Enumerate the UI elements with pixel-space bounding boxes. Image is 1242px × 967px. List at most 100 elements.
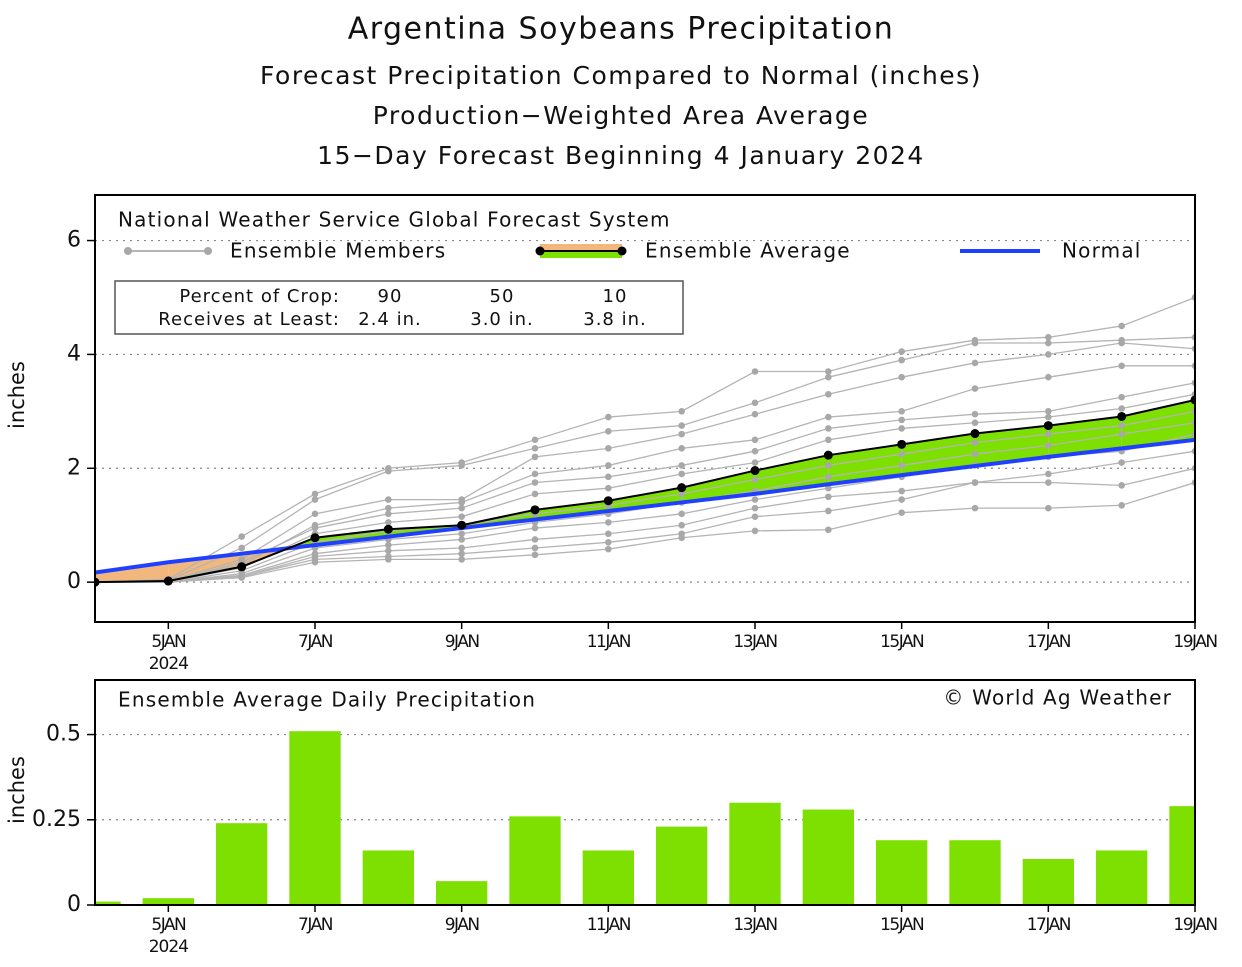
member-point	[385, 541, 392, 549]
member-line	[95, 342, 1195, 583]
crop-table-cell: 3.8 in.	[583, 309, 646, 330]
member-point	[751, 496, 759, 503]
legend-label: Ensemble Members	[230, 239, 446, 263]
member-point	[678, 510, 685, 518]
member-point	[825, 368, 832, 375]
difference-fill	[1121, 399, 1195, 449]
member-line	[95, 481, 1195, 583]
member-point	[1118, 482, 1125, 489]
member-point	[311, 558, 319, 566]
member-point	[458, 550, 465, 557]
x-tick-label: 13JAN	[733, 915, 777, 935]
member-line	[95, 336, 1195, 583]
chart-title: Ensemble Average Daily Precipitation	[118, 688, 536, 712]
member-point	[605, 473, 612, 481]
y-tick-label: 2	[67, 455, 81, 480]
member-point	[751, 447, 759, 455]
member-point	[531, 479, 539, 486]
member-point	[605, 530, 612, 538]
member-point	[385, 547, 392, 555]
chart-subtitle: Production−Weighted Area Average	[373, 101, 869, 130]
member-point	[311, 490, 319, 498]
plot-area	[95, 239, 1195, 587]
member-point	[971, 450, 979, 458]
x-tick-label: 9JAN	[445, 915, 480, 935]
member-point	[1118, 339, 1125, 347]
x-tick-label: 5JAN	[151, 632, 186, 652]
legend-label: Normal	[1062, 239, 1142, 263]
member-point	[971, 439, 979, 446]
y-tick-label: 0	[67, 892, 81, 917]
legend-swatch	[540, 251, 622, 258]
member-point	[825, 493, 832, 501]
y-axis-label: inches	[5, 756, 29, 824]
member-point	[678, 490, 685, 498]
member-point	[385, 519, 392, 526]
member-point	[751, 436, 759, 444]
member-point	[385, 496, 392, 503]
member-point	[531, 524, 539, 532]
chart-subtitle: Forecast Precipitation Compared to Norma…	[260, 61, 982, 90]
average-point	[677, 483, 687, 493]
member-point	[605, 538, 612, 546]
difference-fill	[755, 455, 829, 494]
member-point	[531, 536, 539, 543]
member-point	[971, 504, 979, 512]
member-point	[1118, 393, 1125, 401]
member-point	[1045, 504, 1052, 512]
bar	[876, 840, 928, 905]
difference-fill	[901, 433, 975, 476]
member-point	[1045, 442, 1052, 449]
legend-swatch	[124, 247, 132, 255]
x-tick-label: 17JAN	[1027, 915, 1071, 935]
x-year-label: 2024	[149, 937, 188, 957]
x-tick-label: 11JAN	[587, 915, 631, 935]
member-point	[238, 544, 245, 552]
x-tick-label: 17JAN	[1027, 632, 1071, 652]
legend-swatch	[535, 246, 545, 256]
member-point	[1118, 362, 1125, 370]
average-point	[1190, 395, 1195, 405]
x-tick-label: 19JAN	[1173, 915, 1217, 935]
member-point	[238, 533, 245, 540]
member-point	[751, 504, 759, 512]
crop-table-label: Percent of Crop:	[179, 286, 340, 307]
plot-frame	[94, 194, 1196, 623]
member-point	[458, 499, 465, 506]
member-point	[825, 413, 832, 421]
average-point	[823, 450, 833, 460]
average-point	[237, 562, 247, 572]
member-point	[1118, 501, 1125, 509]
y-tick-label: 0.25	[32, 807, 81, 832]
x-tick-label: 9JAN	[445, 632, 480, 652]
member-point	[531, 470, 539, 478]
average-point	[310, 533, 320, 543]
member-point	[678, 462, 685, 469]
y-tick-label: 6	[67, 228, 81, 253]
member-point	[898, 416, 905, 424]
member-point	[385, 510, 392, 518]
member-point	[678, 408, 685, 415]
member-point	[898, 348, 905, 355]
bar	[362, 850, 414, 905]
member-line	[95, 296, 1195, 583]
member-point	[898, 450, 905, 458]
member-point	[678, 521, 685, 529]
average-point	[163, 576, 173, 586]
average-point	[530, 505, 540, 515]
member-point	[898, 487, 905, 495]
average-point	[603, 496, 613, 506]
member-line	[95, 382, 1195, 583]
average-point	[1117, 411, 1127, 421]
member-point	[458, 536, 465, 543]
member-point	[531, 445, 539, 452]
x-tick-label: 11JAN	[587, 632, 631, 652]
member-point	[898, 509, 905, 516]
member-point	[678, 422, 685, 429]
member-point	[678, 430, 685, 438]
plot-area	[95, 731, 1195, 905]
average-point	[970, 429, 980, 439]
legend-swatch	[204, 247, 212, 255]
member-point	[605, 519, 612, 526]
